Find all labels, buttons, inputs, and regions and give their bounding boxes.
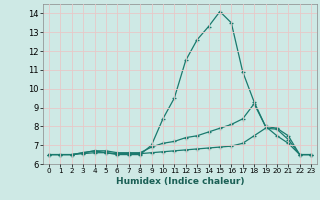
X-axis label: Humidex (Indice chaleur): Humidex (Indice chaleur)	[116, 177, 244, 186]
